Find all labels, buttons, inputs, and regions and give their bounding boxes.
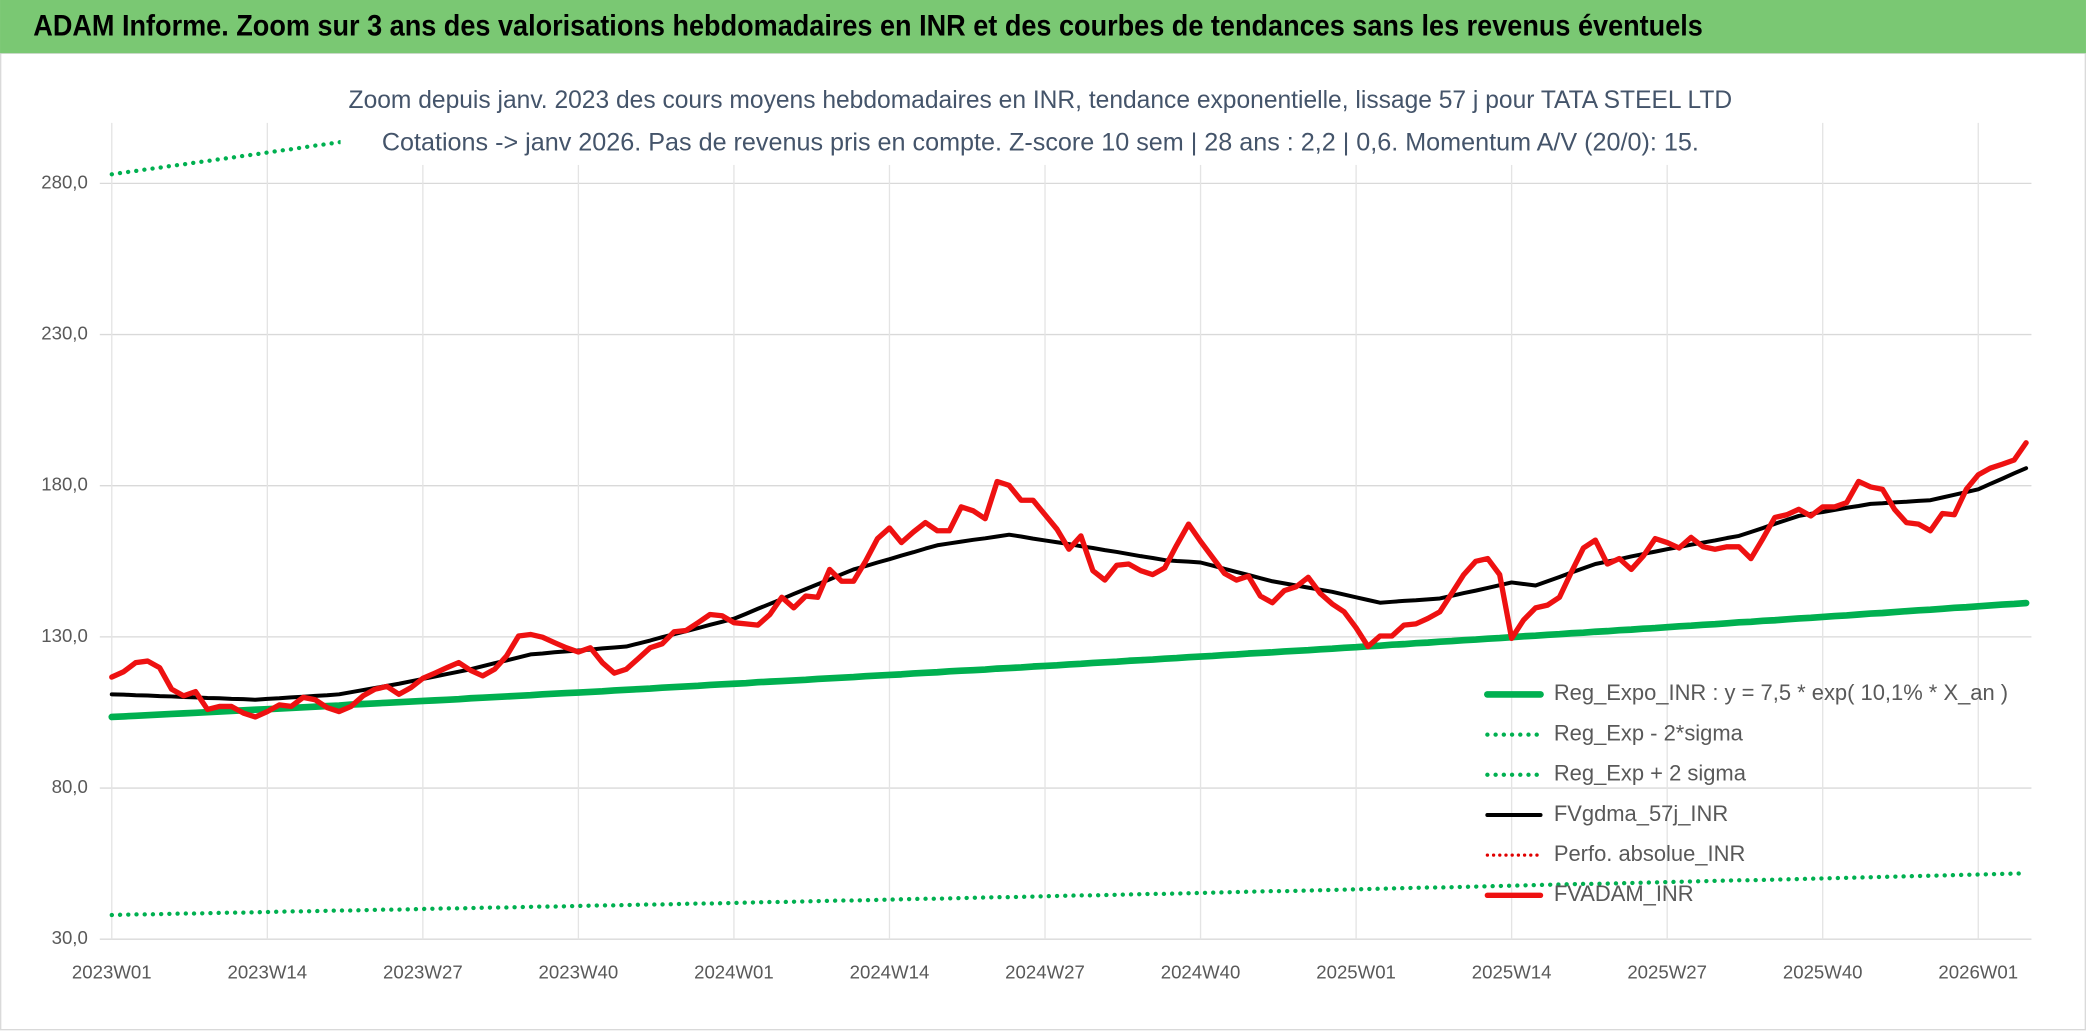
x-tick-label: 2023W40 — [539, 962, 619, 983]
plot-area — [108, 122, 2030, 918]
x-tick-label: 2025W01 — [1316, 962, 1396, 983]
subtitle: Zoom depuis janv. 2023 des cours moyens … — [340, 79, 1735, 165]
chart-title: ADAM Informe. Zoom sur 3 ans des valoris… — [33, 11, 1703, 43]
legend-label: Reg_Exp + 2 sigma — [1554, 761, 1747, 786]
legend-label: Reg_Exp - 2*sigma — [1554, 720, 1744, 745]
subtitle-line: Zoom depuis janv. 2023 des cours moyens … — [349, 86, 1733, 114]
x-tick-label: 2023W01 — [72, 962, 152, 983]
x-tick-label: 2023W27 — [383, 962, 463, 983]
axes: 30,0 80,0 130,0 180,0 230,0 280,0 2023W01 2023W… — [41, 171, 2018, 982]
legend: Reg_Expo_INR : y = 7,5 * exp( 10,1% * X_… — [1484, 680, 2008, 906]
series-line — [108, 599, 2030, 721]
y-tick-label: 30,0 — [52, 927, 88, 948]
legend-label: Reg_Expo_INR : y = 7,5 * exp( 10,1% * X_… — [1554, 680, 2008, 705]
x-tick-label: 2025W14 — [1472, 962, 1552, 983]
header-bar — [0, 0, 2086, 54]
x-tick-label: 2024W27 — [1005, 962, 1085, 983]
y-tick-label: 180,0 — [41, 474, 88, 495]
series-line — [109, 440, 2029, 720]
subtitle-background — [340, 79, 1735, 165]
y-tick-label: 130,0 — [41, 625, 88, 646]
y-tick-label: 280,0 — [41, 171, 88, 192]
grid — [99, 122, 2032, 940]
legend-label: FVgdma_57j_INR — [1554, 801, 1728, 826]
legend-label: FVADAM_INR — [1554, 881, 1694, 906]
y-tick-label: 80,0 — [52, 776, 88, 797]
x-tick-label: 2024W40 — [1161, 962, 1241, 983]
x-tick-label: 2024W01 — [694, 962, 774, 983]
x-tick-label: 2024W14 — [850, 962, 930, 983]
legend-label: Perfo. absolue_INR — [1554, 841, 1745, 866]
x-tick-label: 2025W27 — [1627, 962, 1707, 983]
subtitle-line: Cotations -> janv 2026. Pas de revenus p… — [382, 128, 1699, 156]
x-tick-label: 2023W14 — [227, 962, 307, 983]
x-tick-label: 2025W40 — [1783, 962, 1863, 983]
series-line — [109, 871, 2029, 918]
x-tick-label: 2026W01 — [1938, 962, 2018, 983]
y-tick-label: 230,0 — [41, 322, 88, 343]
